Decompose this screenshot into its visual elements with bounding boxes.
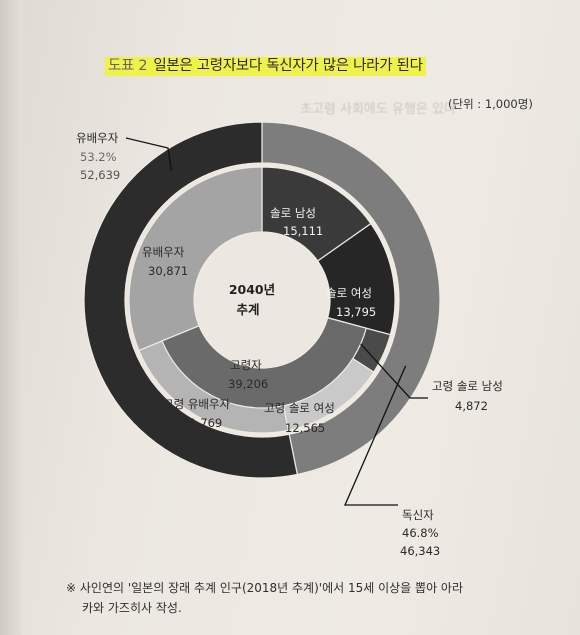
leader-outer-single bbox=[344, 365, 407, 506]
elderly-solo-female-value: 12,565 bbox=[285, 421, 325, 435]
outer-married-name: 유배우자 bbox=[76, 131, 119, 145]
footnote-line1: ※ 사인연의 '일본의 장래 추계 인구(2018년 추계)'에서 15세 이상… bbox=[66, 581, 464, 595]
outer-slice-single bbox=[261, 121, 441, 476]
elderly-overlay-value: 39,206 bbox=[228, 377, 268, 391]
elderly-married-value: 21,769 bbox=[182, 416, 222, 430]
leader-outer-married bbox=[125, 137, 173, 171]
elderly-solo-male-name: 고령 솔로 남성 bbox=[432, 379, 503, 393]
inner-slice-elderly-overlay bbox=[161, 317, 367, 409]
elderly-overlay-name: 고령자 bbox=[230, 358, 262, 372]
outer-single-pct: 46.8% bbox=[402, 526, 439, 540]
leader-elderly-solo-male bbox=[360, 343, 428, 399]
center-disc bbox=[195, 233, 329, 367]
outer-single-value: 46,343 bbox=[400, 544, 440, 558]
inner-slice-married bbox=[128, 166, 263, 352]
figure-tag: 도표 2 bbox=[108, 58, 148, 74]
figure-title: 도표 2 일본은 고령자보다 독신자가 많은 나라가 된다 bbox=[105, 54, 426, 76]
inner-solo-male-value: 15,111 bbox=[283, 224, 323, 238]
inner-solo-female-name: 솔로 여성 bbox=[326, 286, 372, 300]
bleed-through-text: 초고령 사회에도 유행은 있다 bbox=[300, 102, 456, 117]
center-label-line2: 추계 bbox=[236, 302, 259, 317]
page-gutter bbox=[0, 0, 22, 635]
outer-married-pct: 53.2% bbox=[80, 150, 117, 164]
center-label-line1: 2040년 bbox=[229, 282, 275, 297]
outer-single-name: 독신자 bbox=[402, 508, 434, 522]
footnote-line2: 카와 가즈히사 작성. bbox=[82, 601, 182, 615]
title-highlight: 도표 2 일본은 고령자보다 독신자가 많은 나라가 된다 bbox=[105, 57, 426, 76]
inner-solo-female-value: 13,795 bbox=[336, 305, 376, 319]
figure-title-text: 일본은 고령자보다 독신자가 많은 나라가 된다 bbox=[153, 58, 423, 74]
elderly-solo-female-name: 고령 솔로 여성 bbox=[264, 401, 335, 415]
elderly-solo-male-value: 4,872 bbox=[455, 399, 488, 413]
inner-married-name: 유배우자 bbox=[142, 245, 185, 259]
outer-married-value: 52,639 bbox=[80, 168, 120, 182]
inner-solo-male-name: 솔로 남성 bbox=[270, 206, 316, 220]
donut-rings bbox=[83, 121, 441, 479]
outer-slice-married bbox=[83, 121, 299, 479]
inner-married-value: 30,871 bbox=[148, 264, 188, 278]
elderly-married-name: 고령 유배우자 bbox=[163, 397, 231, 411]
footnote: ※ 사인연의 '일본의 장래 추계 인구(2018년 추계)'에서 15세 이상… bbox=[66, 578, 576, 618]
unit-label: (단위 : 1,000명) bbox=[448, 97, 533, 111]
leader-lines bbox=[125, 137, 428, 506]
